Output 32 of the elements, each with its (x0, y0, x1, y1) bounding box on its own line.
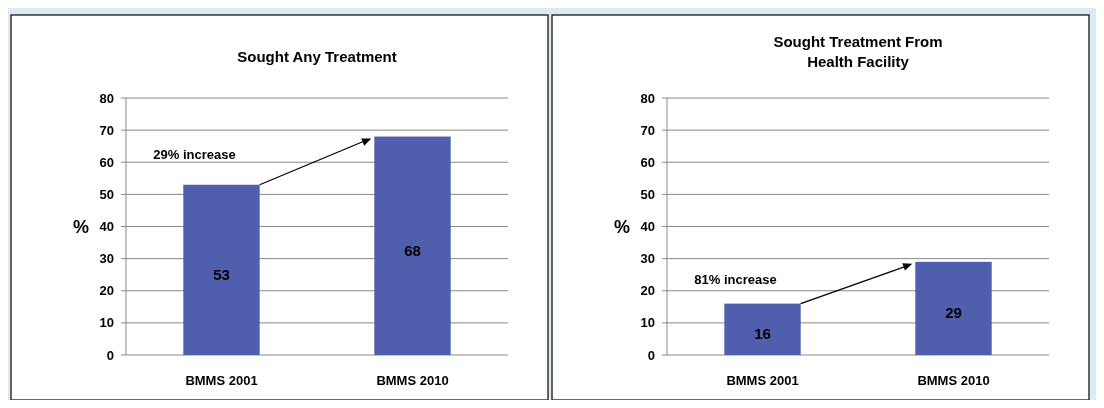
x-tick-label: BMMS 2001 (726, 373, 799, 388)
y-tick-label: 60 (640, 154, 655, 170)
y-tick-label: 20 (640, 283, 655, 299)
y-tick-label: 50 (99, 186, 114, 202)
data-label: 29 (945, 304, 962, 322)
data-label: 53 (213, 265, 230, 283)
y-tick-label: 50 (640, 186, 655, 202)
y-axis-title: % (613, 216, 631, 237)
x-tick-label: BMMS 2001 (185, 373, 258, 388)
y-tick-label: 30 (640, 251, 655, 267)
chart-title: Sought Treatment From Health Facility (773, 33, 943, 70)
y-tick-label: 0 (106, 347, 114, 363)
y-tick-label: 10 (99, 315, 114, 331)
y-axis-title: % (72, 216, 90, 237)
y-tick-label: 80 (640, 90, 655, 106)
data-label: 68 (404, 241, 421, 259)
y-tick-label: 30 (99, 251, 114, 267)
chart-title: Sought Any Treatment (237, 48, 397, 65)
y-tick-label: 10 (640, 315, 655, 331)
x-tick-label: BMMS 2010 (917, 373, 990, 388)
y-tick-label: 70 (99, 122, 114, 138)
annotation: 29% increase (153, 146, 236, 162)
y-tick-label: 60 (99, 154, 114, 170)
x-tick-label: BMMS 2010 (376, 373, 449, 388)
annotation: 81% increase (694, 271, 777, 287)
data-label: 16 (754, 325, 771, 343)
y-tick-label: 20 (99, 283, 114, 299)
y-tick-label: 70 (640, 122, 655, 138)
y-tick-label: 40 (99, 219, 114, 235)
y-tick-label: 80 (99, 90, 114, 106)
y-tick-label: 0 (647, 347, 655, 363)
y-tick-label: 40 (640, 219, 655, 235)
